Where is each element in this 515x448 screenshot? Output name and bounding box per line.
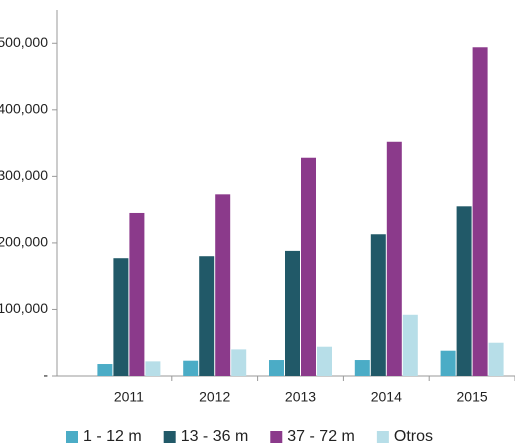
x-tick-label: 2012: [199, 389, 230, 405]
bar: [97, 364, 113, 376]
bar: [129, 212, 145, 376]
y-tick-label: 300,000: [0, 167, 48, 183]
bar: [472, 47, 488, 377]
bar: [269, 360, 284, 376]
bar: [370, 234, 386, 376]
legend-label: 13 - 36 m: [181, 428, 249, 445]
y-tick-label: 200,000: [0, 234, 48, 250]
y-tick-label: 500,000: [0, 34, 48, 50]
x-tick-label: 2011: [114, 389, 144, 405]
x-tick-label: 2015: [457, 389, 488, 405]
bar: [301, 157, 316, 376]
bar: [317, 346, 332, 376]
legend-swatch: [163, 431, 176, 443]
bar: [354, 360, 370, 376]
legend-label: 37 - 72 m: [287, 428, 355, 445]
x-tick-label: 2014: [371, 389, 402, 405]
bar: [215, 194, 231, 376]
bar: [183, 360, 199, 376]
bar: [285, 250, 300, 376]
legend-label: Otros: [394, 428, 433, 445]
legend-label: 1 - 12 m: [83, 428, 142, 445]
y-tick-label: -: [43, 367, 48, 383]
bar: [488, 342, 504, 376]
y-tick-label: 100,000: [0, 300, 48, 316]
bar: [456, 206, 472, 376]
y-tick-label: 400,000: [0, 101, 48, 117]
bar: [231, 349, 247, 376]
legend-swatch: [376, 431, 389, 443]
bar: [402, 314, 418, 376]
bar: [386, 141, 402, 376]
bar: [145, 361, 161, 376]
bar: [113, 258, 129, 376]
bar: [199, 256, 215, 376]
legend-swatch: [66, 431, 78, 443]
legend-swatch: [270, 431, 283, 443]
x-tick-label: 2013: [285, 389, 316, 405]
bar: [440, 350, 456, 376]
